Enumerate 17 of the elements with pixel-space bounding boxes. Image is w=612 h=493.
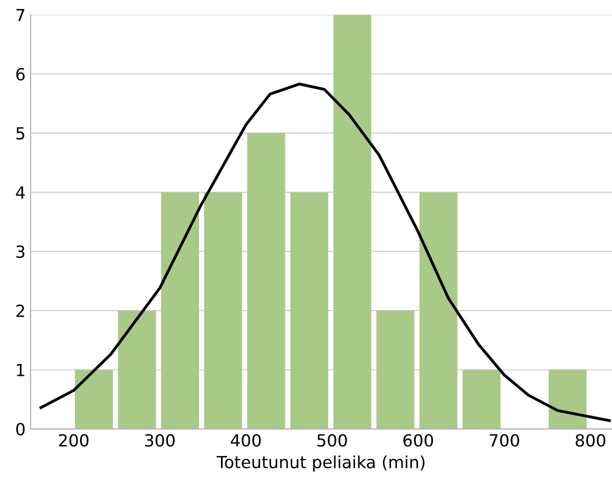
y-tick-label: 0 — [16, 422, 25, 436]
x-tick-label: 200 — [58, 434, 88, 447]
y-tick-label: 6 — [16, 68, 25, 81]
x-tick-label: 800 — [576, 434, 606, 447]
x-tick-label: 300 — [145, 434, 175, 447]
y-tick-label: 3 — [16, 245, 24, 258]
x-tick-label: 500 — [317, 434, 347, 447]
x-tick-label: 600 — [403, 434, 433, 447]
y-tick-label: 7 — [16, 8, 24, 22]
x-tick-label: 700 — [490, 434, 520, 447]
y-tick-label: 2 — [16, 304, 24, 317]
y-tick-label: 4 — [16, 186, 25, 199]
y-tick-label: 1 — [16, 364, 24, 376]
x-tick-label: 400 — [230, 434, 261, 447]
y-tick-label: 5 — [16, 127, 24, 140]
x-axis-title: Toteutunut peliaika (min) — [216, 455, 424, 472]
line-series — [40, 82, 611, 422]
